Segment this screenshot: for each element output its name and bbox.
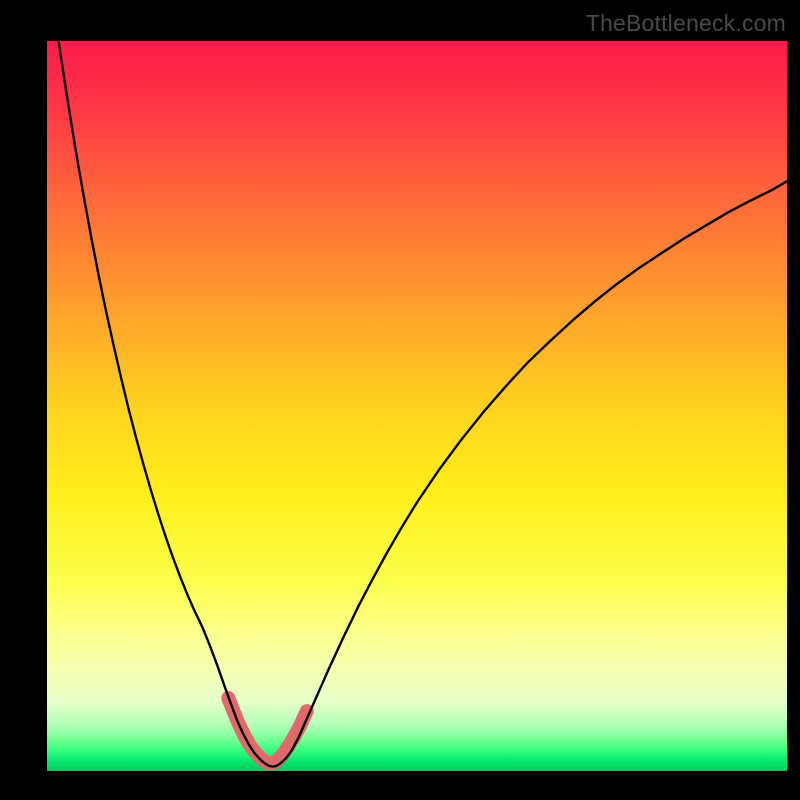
plot-area xyxy=(47,41,787,771)
plot-background xyxy=(47,41,787,771)
stage: TheBottleneck.com xyxy=(0,0,800,800)
watermark: TheBottleneck.com xyxy=(586,10,786,37)
plot-svg xyxy=(47,41,787,771)
